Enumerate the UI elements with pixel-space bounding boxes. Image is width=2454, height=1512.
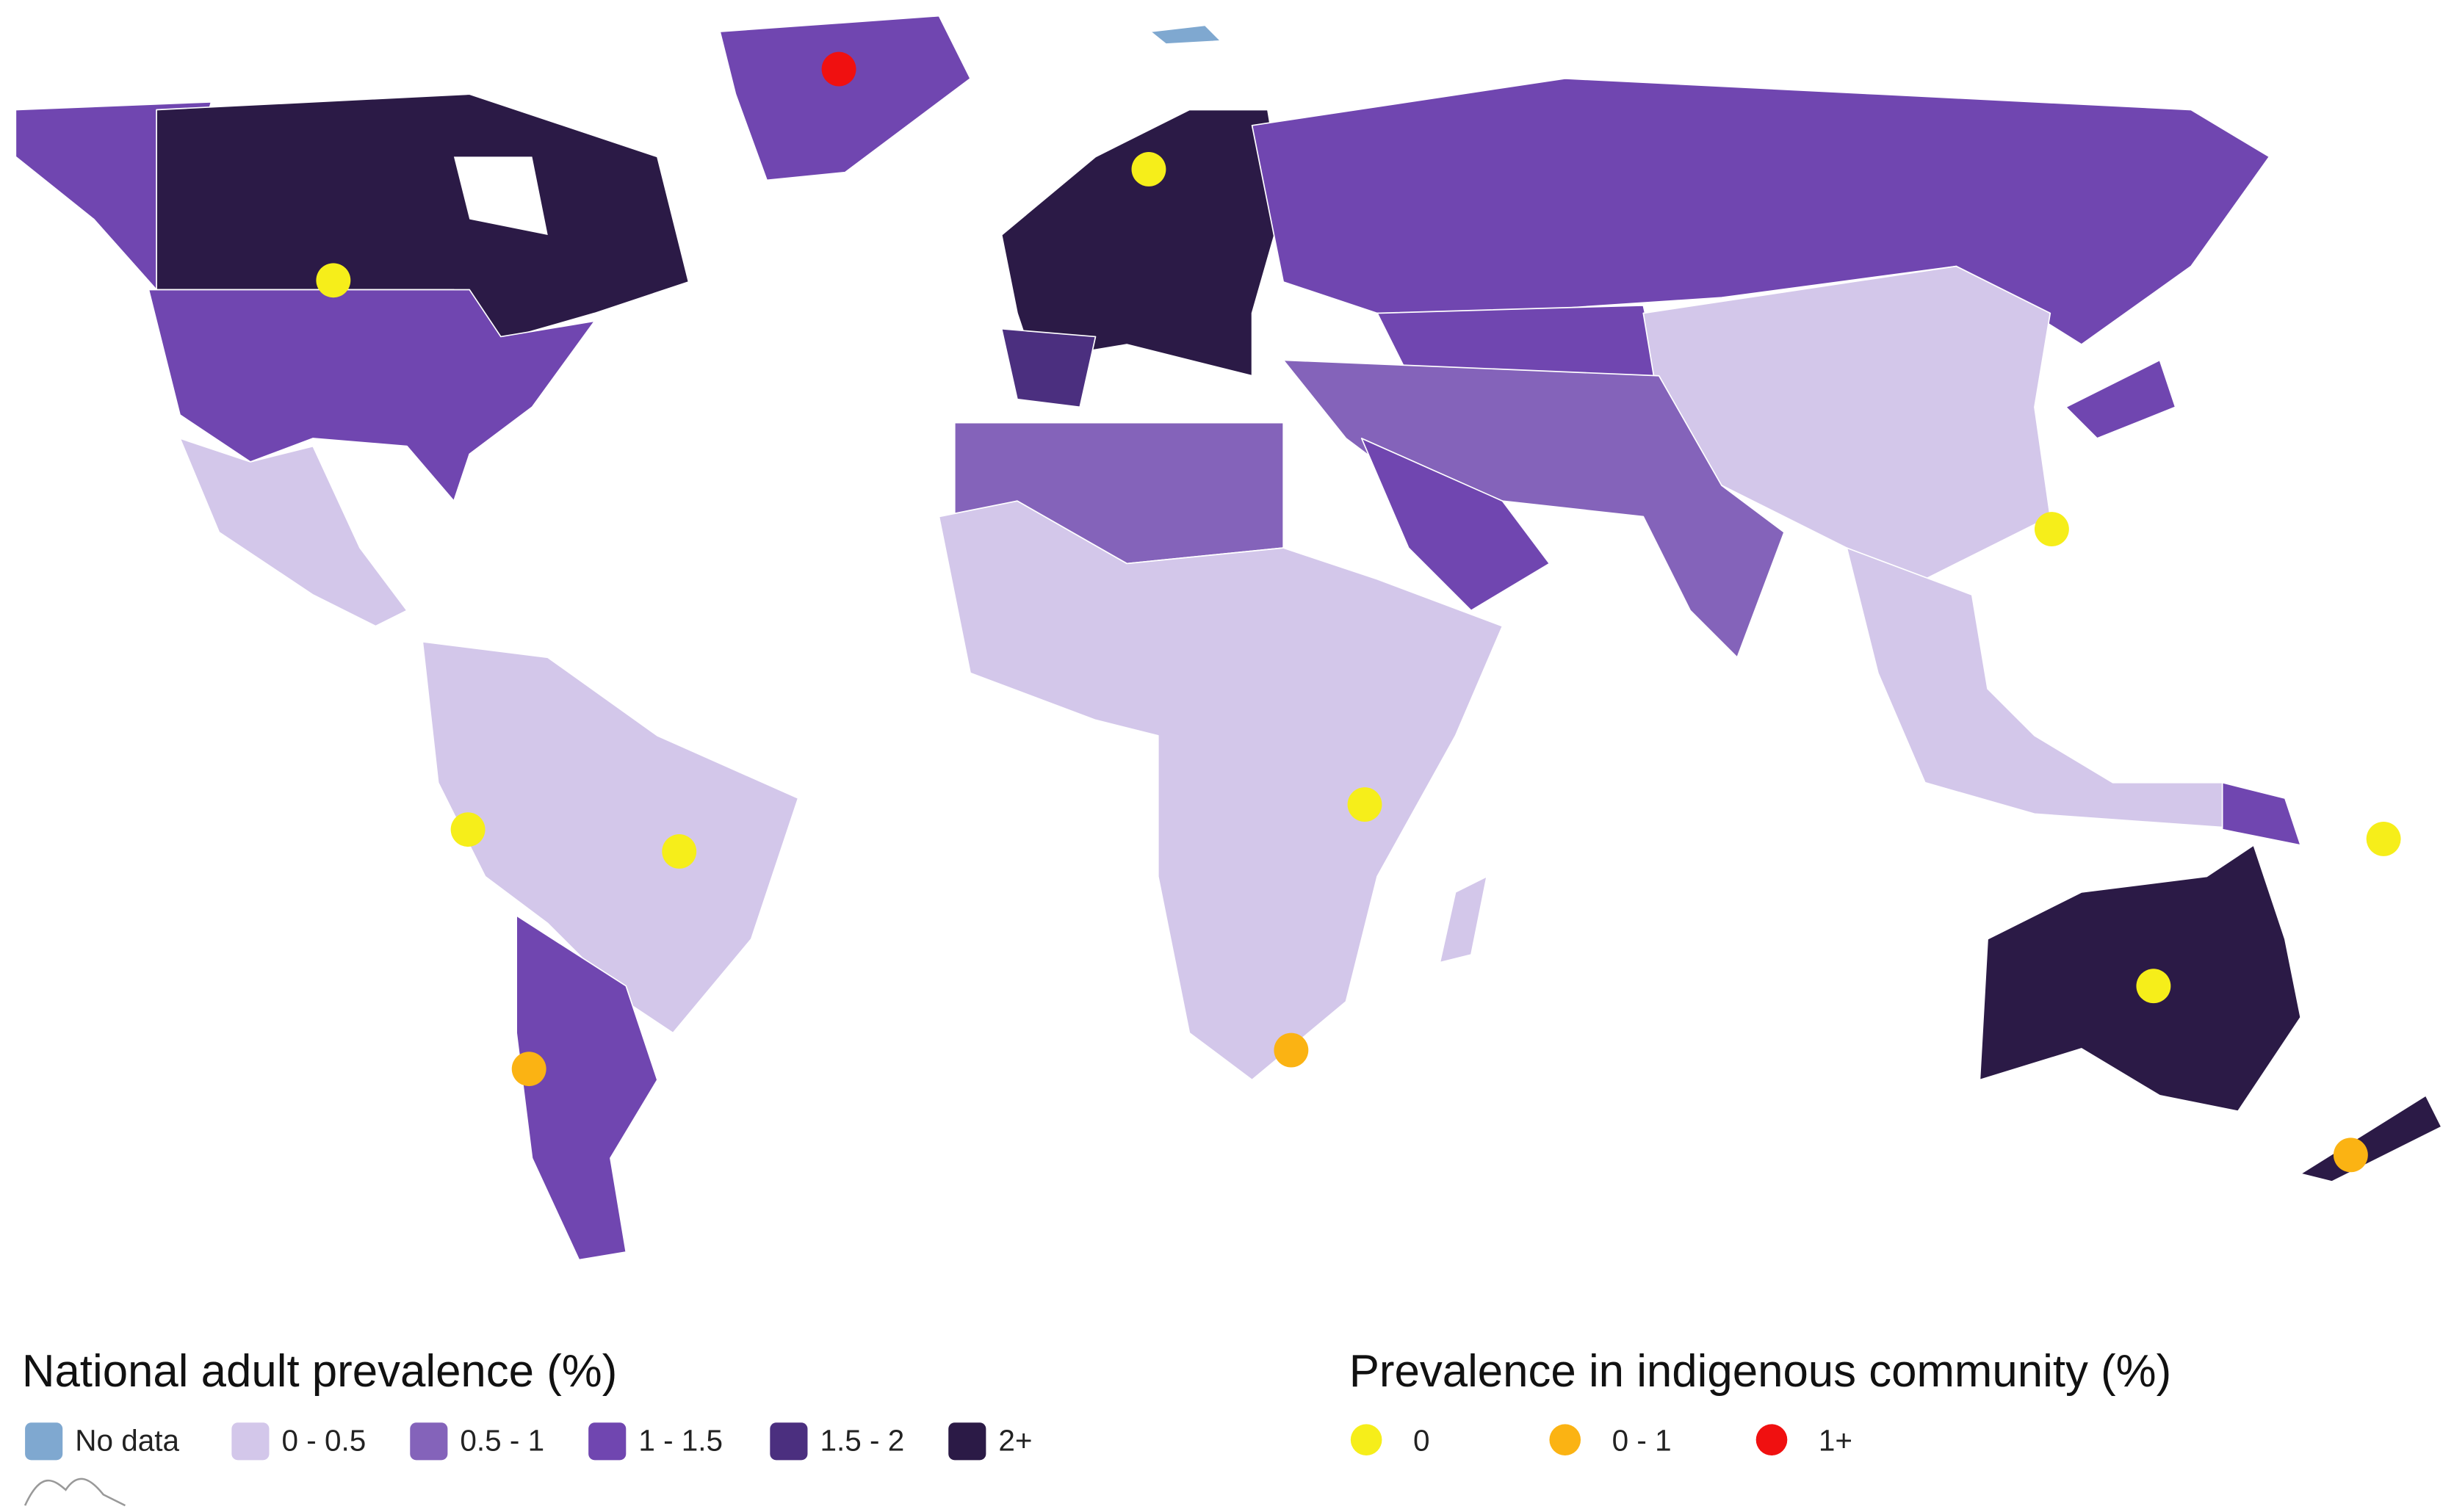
marker: [1347, 787, 1382, 822]
indigenous-markers: [316, 51, 2401, 1173]
legend-swatch: [588, 1422, 627, 1461]
legend-swatch: [25, 1422, 63, 1461]
marker: [662, 834, 697, 869]
legend-swatch: [1549, 1424, 1581, 1455]
legend-label: 0.5 - 1: [460, 1424, 544, 1458]
iberia: [1000, 328, 1097, 408]
legend-title: Prevalence in indigenous community (%): [1349, 1346, 2171, 1397]
legend-label: 2+: [998, 1424, 1032, 1458]
marker: [2136, 969, 2171, 1004]
new-zealand: [2300, 1095, 2442, 1182]
legend-label: 1+: [1819, 1424, 1852, 1458]
logo: [24, 1477, 126, 1507]
africa: [938, 500, 1504, 1081]
legend-swatch: [1350, 1424, 1382, 1455]
world-map: [15, 15, 2442, 1261]
legend-swatch: [1755, 1424, 1788, 1455]
marker: [1274, 1032, 1309, 1068]
marker: [821, 51, 856, 87]
marker: [1131, 152, 1166, 187]
legend-swatch: [948, 1422, 986, 1461]
iceland: [1150, 24, 1221, 45]
usa: [148, 289, 596, 502]
marker: [2034, 512, 2069, 546]
madagascar: [1439, 875, 1488, 963]
mexico-central-america: [179, 438, 408, 627]
legend-label: 1.5 - 2: [820, 1424, 905, 1458]
legend-label: No data: [75, 1424, 179, 1458]
legend-swatch: [410, 1422, 448, 1461]
papua-new-guinea: [2221, 781, 2302, 846]
marker: [511, 1052, 546, 1087]
legend-label: 1 - 1.5: [638, 1424, 723, 1458]
marker: [316, 263, 351, 298]
japan-korea: [2065, 359, 2176, 439]
legend-label: 0: [1413, 1424, 1430, 1458]
legend-label: 0 - 0.5: [282, 1424, 367, 1458]
marker: [2333, 1137, 2368, 1173]
legend-title: National adult prevalence (%): [22, 1346, 617, 1397]
hudson-bay: [453, 156, 548, 235]
marker: [2366, 821, 2401, 856]
legend-swatch: [231, 1422, 270, 1461]
legend-label: 0 - 1: [1612, 1424, 1672, 1458]
saudi-arabia: [1360, 438, 1551, 612]
greenland: [719, 15, 971, 181]
southeast-asia: [1846, 547, 2255, 831]
marker: [450, 812, 486, 847]
legend-swatch: [770, 1422, 808, 1461]
